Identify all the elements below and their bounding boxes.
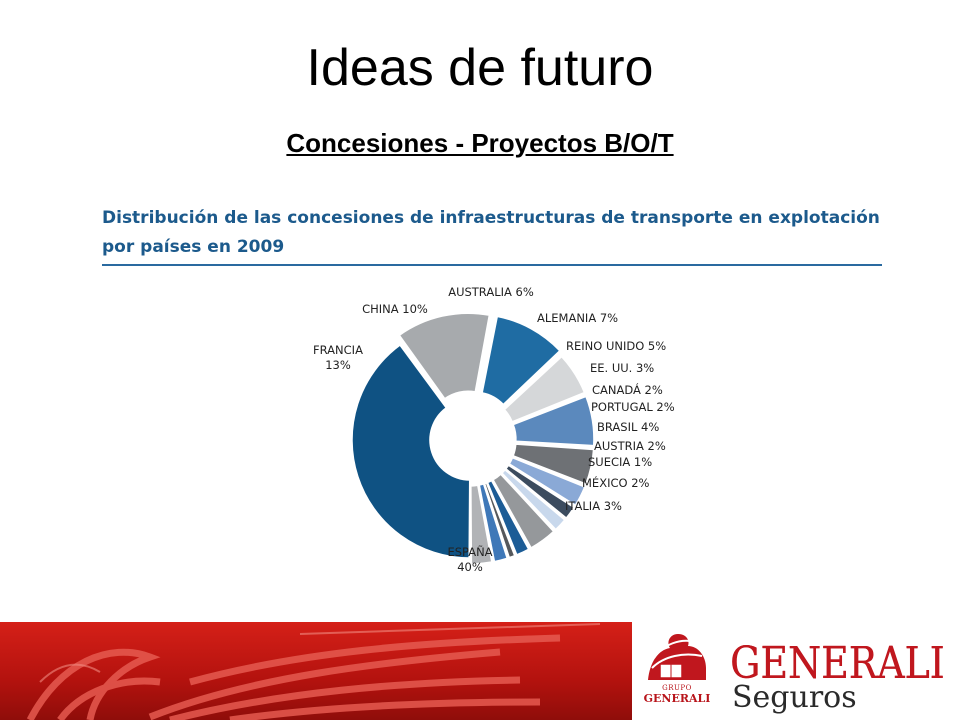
slice-austria [486, 479, 530, 556]
slice-label-austria: AUSTRIA 2% [594, 439, 666, 453]
brand-name: GENERALI [730, 638, 945, 689]
slice-label-italia: ITALIA 3% [565, 499, 622, 513]
winged-lion-watermark-icon [26, 623, 601, 720]
slice-label-reino-unido: REINO UNIDO 5% [566, 339, 666, 353]
slice-label-alemania: ALEMANIA 7% [537, 311, 618, 325]
lion-emblem-icon [648, 634, 706, 680]
slice-label-méxico: MÉXICO 2% [582, 475, 650, 490]
slide-title: Ideas de futuro [306, 39, 654, 97]
generali-logo: GRUPO GENERALI GENERALI Seguros [632, 622, 960, 720]
chart-title-rule [102, 264, 882, 266]
slice-label-australia: AUSTRALIA 6% [448, 285, 534, 299]
footer-red-banner [0, 622, 632, 720]
chart-title: Distribución de las concesiones de infra… [102, 208, 880, 257]
slice-suecia [483, 481, 516, 559]
slice-label-ee-uu-: EE. UU. 3% [590, 361, 654, 375]
slice-australia [503, 355, 586, 423]
brand-subtitle: Seguros [732, 680, 857, 715]
slice-label-portugal: PORTUGAL 2% [591, 400, 675, 414]
slice-ee-uu- [508, 456, 586, 507]
slice-label-suecia: SUECIA 1% [588, 455, 652, 469]
slice-italia [470, 484, 493, 565]
badge-label-top: GRUPO [662, 684, 692, 692]
slice-méxico [478, 482, 509, 563]
slice-españa [351, 343, 471, 559]
footer: GRUPO GENERALI GENERALI Seguros [0, 622, 960, 720]
slice-francia [398, 312, 491, 400]
generali-badge: GRUPO GENERALI [640, 628, 714, 712]
slice-label-canadá: CANADÁ 2% [592, 382, 663, 397]
slice-label-brasil: BRASIL 4% [597, 420, 659, 434]
slice-reino-unido [512, 443, 595, 485]
slice-brasil [492, 473, 555, 549]
slice-canadá [504, 464, 576, 520]
slide-subtitle: Concesiones - Proyectos B/O/T [286, 128, 674, 158]
slice-label-china: CHINA 10% [362, 302, 428, 316]
slice-china [481, 315, 561, 406]
badge-label-bottom: GENERALI [643, 692, 711, 705]
slice-label-españa: ESPAÑA 40% [447, 544, 492, 574]
slice-portugal [500, 468, 566, 531]
slice-alemania [512, 395, 595, 447]
slice-label-francia: FRANCIA 13% [313, 343, 363, 372]
